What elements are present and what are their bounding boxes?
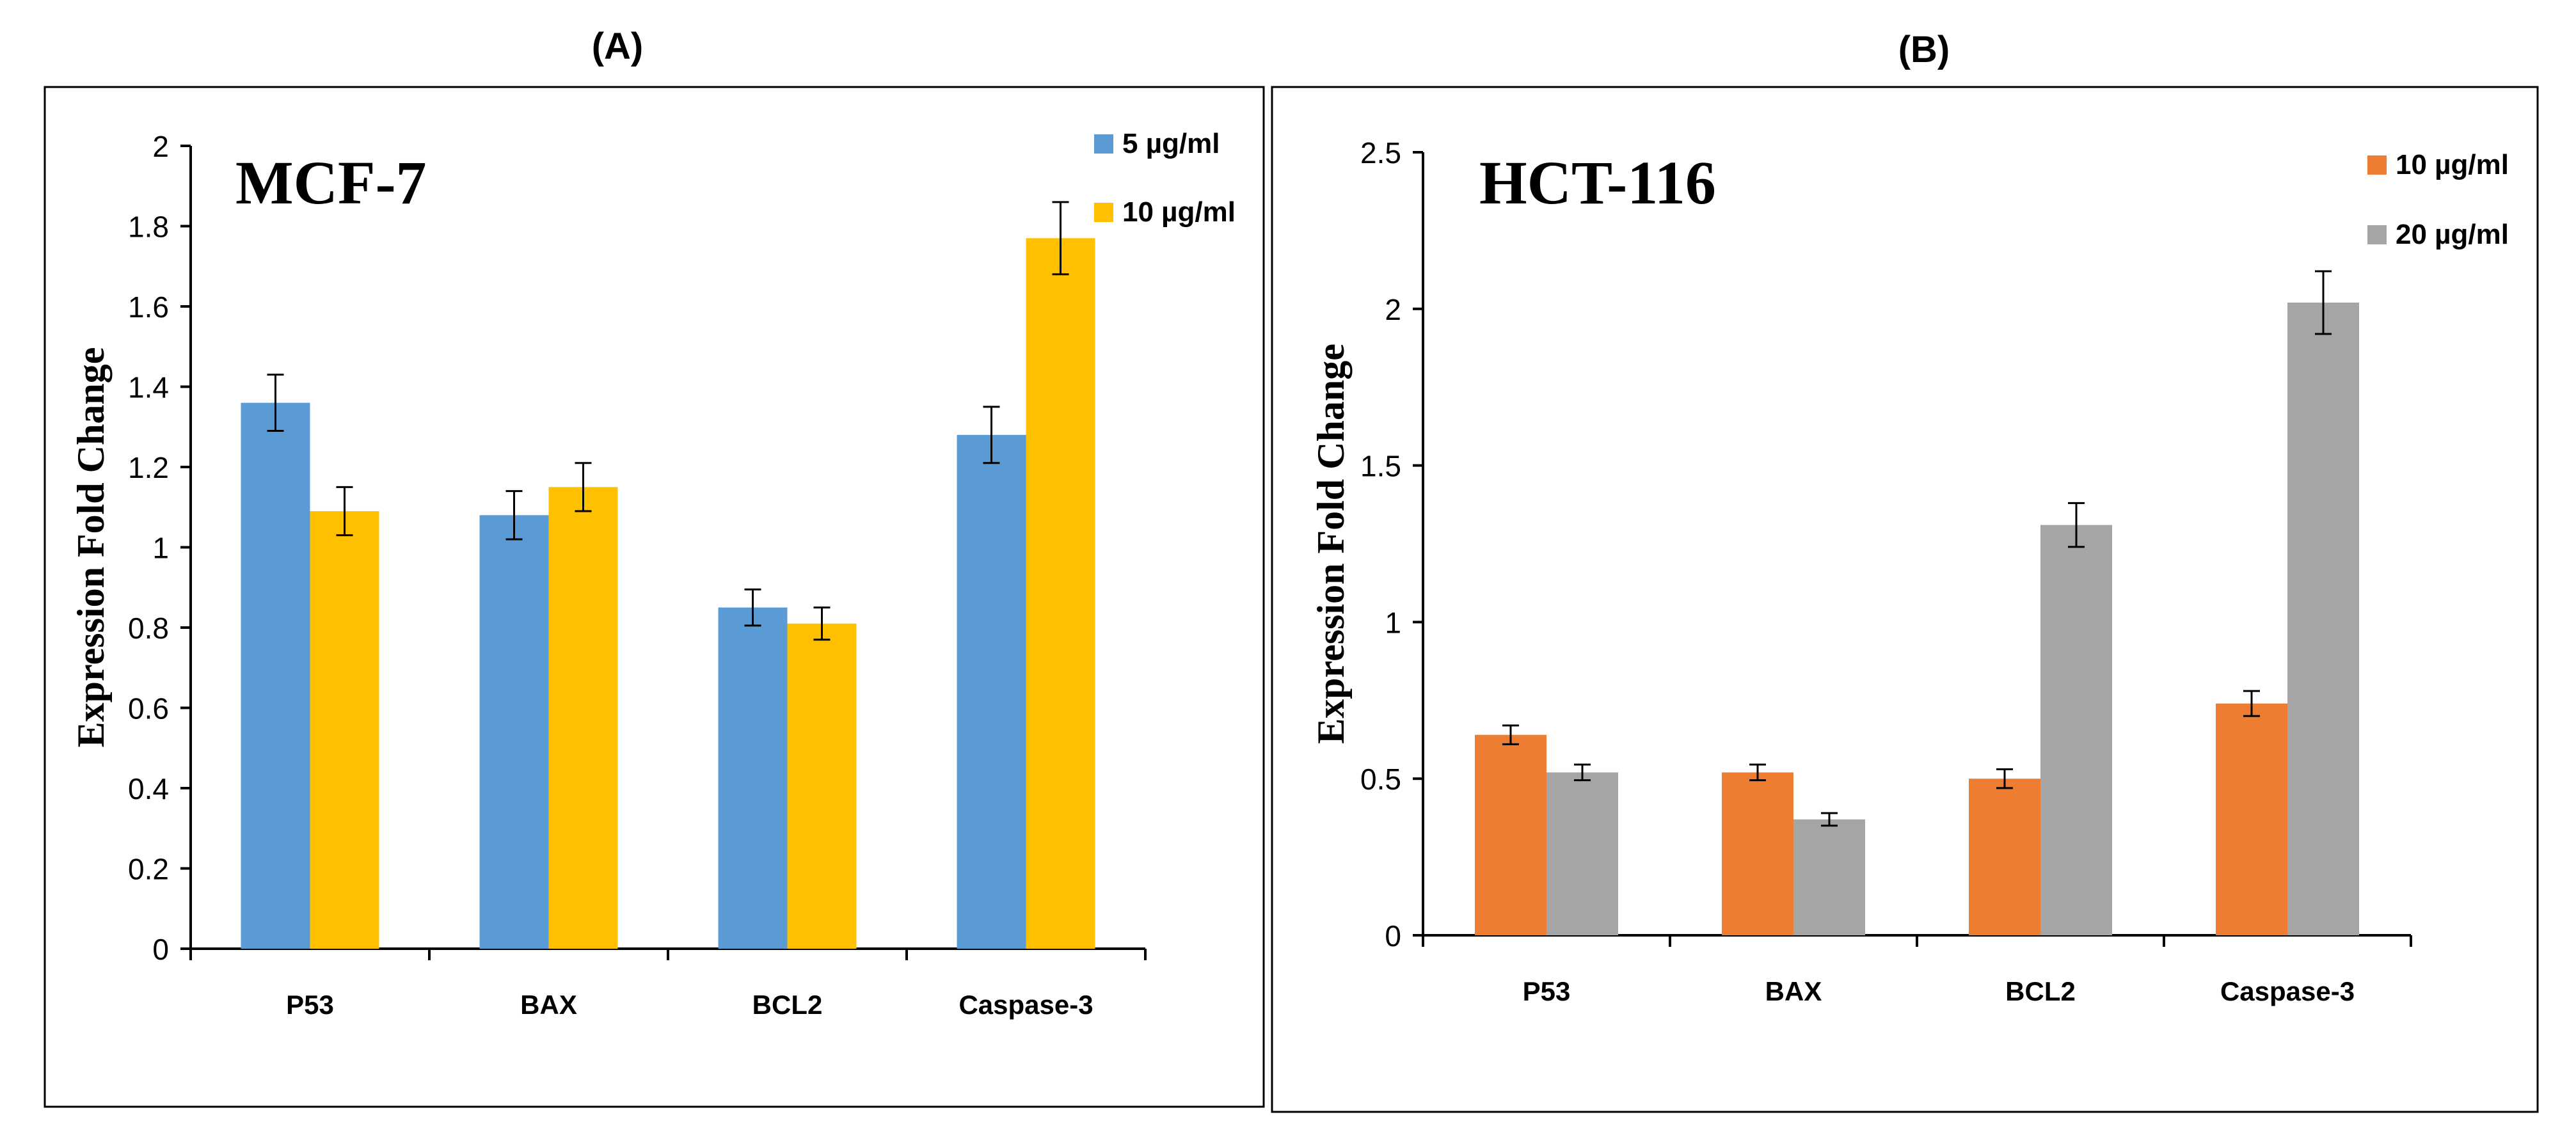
y-tick-label: 0 xyxy=(1385,919,1401,953)
y-tick-label: 0.6 xyxy=(128,692,169,725)
y-tick-label: 1 xyxy=(1385,606,1401,639)
x-tick-label: BAX xyxy=(1765,976,1822,1006)
legend-swatch xyxy=(2367,155,2387,175)
bar-1 xyxy=(718,607,788,949)
y-tick-label: 2.5 xyxy=(1360,136,1401,170)
y-tick-label: 0 xyxy=(152,933,169,966)
legend-swatch xyxy=(1094,134,1113,154)
bar-1 xyxy=(2216,703,2287,935)
panel-label: (A) xyxy=(592,26,644,67)
y-tick-label: 1.4 xyxy=(128,371,169,404)
x-tick-label: Caspase-3 xyxy=(958,990,1093,1020)
y-tick-label: 1 xyxy=(152,532,169,565)
chart-panel-b: (B) HCT-116 Expression Fold Change 0 0.5 1 1.5… xyxy=(1271,29,2539,1113)
bar-2 xyxy=(787,623,857,949)
legend-label: 10 µg/ml xyxy=(1122,196,1236,228)
legend-label: 20 µg/ml xyxy=(2396,219,2509,250)
bar-2 xyxy=(548,487,618,949)
legend-label: 10 µg/ml xyxy=(2396,149,2509,180)
chart-title: MCF-7 xyxy=(235,148,427,217)
bar-2 xyxy=(2040,525,2112,935)
x-tick-label: BAX xyxy=(520,990,577,1020)
bar-1 xyxy=(957,434,1026,949)
y-tick-label: 0.5 xyxy=(1360,763,1401,796)
y-tick-label: 2 xyxy=(1385,293,1401,326)
chart-panel-a: (A) MCF-7 Expression Fold Change 0 0.2 0.4 0.6… xyxy=(44,26,1265,1108)
panel-border xyxy=(1271,86,2539,1113)
y-tick-label: 0.4 xyxy=(128,772,169,805)
y-axis-label: Expression Fold Change xyxy=(1310,344,1352,744)
bar-1 xyxy=(1969,779,2040,935)
y-tick-label: 0.8 xyxy=(128,612,169,645)
x-tick-label: P53 xyxy=(286,990,334,1020)
y-tick-label: 1.5 xyxy=(1360,450,1401,483)
legend-label: 5 µg/ml xyxy=(1122,128,1220,159)
x-tick-label: BCL2 xyxy=(752,990,823,1020)
bar-2 xyxy=(1026,238,1095,949)
bar-2 xyxy=(2287,303,2359,935)
bar-1 xyxy=(479,515,549,949)
chart-title: HCT-116 xyxy=(1479,148,1716,217)
legend-swatch xyxy=(2367,225,2387,244)
y-axis-label: Expression Fold Change xyxy=(70,347,112,748)
bar-1 xyxy=(241,402,310,949)
y-tick-label: 1.8 xyxy=(128,210,169,244)
x-tick-label: BCL2 xyxy=(2005,976,2076,1006)
bar-1 xyxy=(1475,734,1546,935)
bar-2 xyxy=(1793,819,1865,935)
panel-label: (B) xyxy=(1898,29,1950,70)
legend-swatch xyxy=(1094,203,1113,222)
y-tick-label: 0.2 xyxy=(128,853,169,886)
y-tick-label: 2 xyxy=(152,130,169,163)
x-tick-label: Caspase-3 xyxy=(2220,976,2355,1006)
bar-2 xyxy=(310,511,379,949)
bar-1 xyxy=(1722,772,1793,935)
x-tick-label: P53 xyxy=(1523,976,1571,1006)
y-tick-label: 1.2 xyxy=(128,451,169,484)
y-tick-label: 1.6 xyxy=(128,290,169,324)
panel-border xyxy=(44,86,1265,1108)
bar-2 xyxy=(1546,772,1618,935)
